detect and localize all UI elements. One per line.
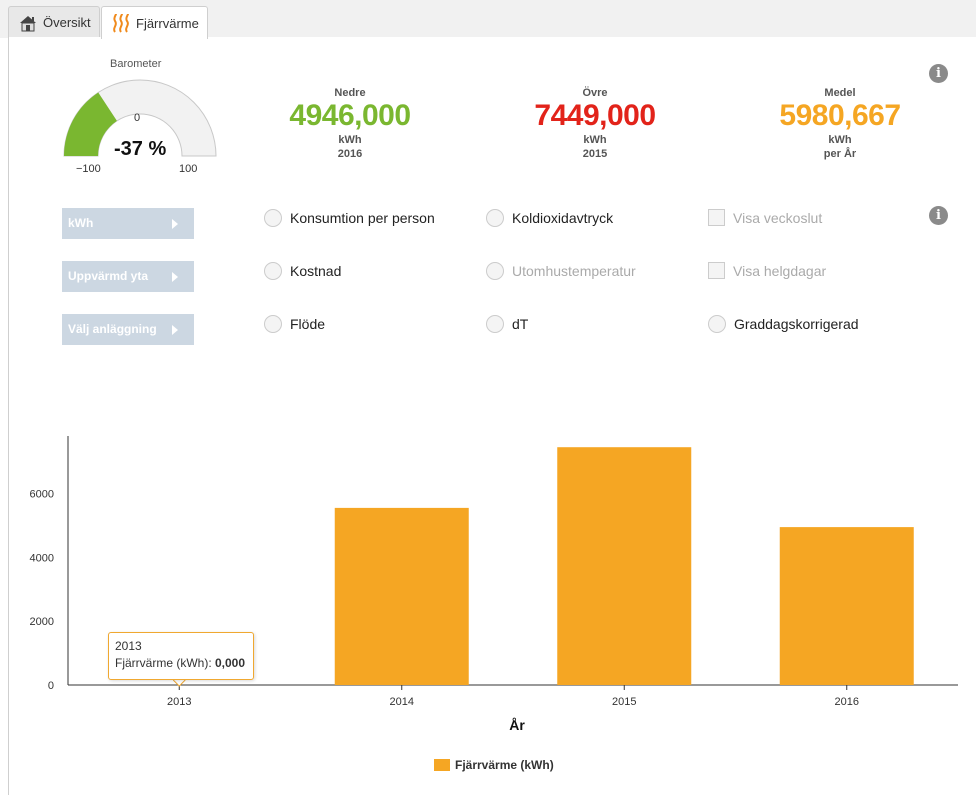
x-tick-label: 2013 — [167, 696, 191, 708]
y-tick-label: 6000 — [30, 488, 54, 500]
tooltip-value: 0,000 — [215, 656, 246, 670]
y-tick-label: 4000 — [30, 552, 54, 564]
option-label: Konsumtion per person — [290, 210, 435, 226]
arrow-right-icon — [172, 325, 178, 335]
gauge-zero-label: 0 — [134, 112, 141, 124]
option-label: Kostnad — [290, 263, 342, 279]
energy-bar-chart: 0 2000 4000 6000 2013 2014 2015 2016 År — [30, 436, 958, 733]
tooltip-pointer — [172, 679, 186, 687]
tab-label: Fjärrvärme — [136, 15, 199, 31]
option-label: Graddagskorrigerad — [734, 316, 859, 332]
gauge-fill — [64, 92, 117, 156]
bar[interactable] — [779, 527, 914, 685]
flow-radio[interactable]: Flöde — [264, 315, 325, 333]
radio-circle — [486, 315, 504, 333]
barometer-title: Barometer — [110, 58, 162, 70]
stat-mean: Medel 5980,667 kWh per År — [740, 87, 940, 161]
option-label: Koldioxidavtryck — [512, 210, 614, 226]
gauge-min-label: −100 — [76, 163, 101, 175]
arrow-right-icon — [172, 272, 178, 282]
x-tick-label: 2015 — [612, 696, 636, 708]
tab-label: Översikt — [43, 15, 91, 30]
barometer-gauge — [63, 79, 217, 157]
chart-legend[interactable]: Fjärrvärme (kWh) — [434, 758, 554, 772]
info-icon[interactable]: i — [929, 64, 948, 83]
tab-oversikt[interactable]: Översikt — [8, 6, 100, 38]
info-icon[interactable]: i — [929, 206, 948, 225]
cost-radio[interactable]: Kostnad — [264, 262, 341, 280]
tab-fjarrvarme[interactable]: Fjärrvärme — [101, 6, 208, 39]
heated-area-button[interactable]: Uppvärmd yta — [62, 261, 194, 292]
degree-day-radio[interactable]: Graddagskorrigerad — [708, 315, 859, 333]
house-icon — [17, 12, 39, 34]
consumption-per-person-radio[interactable]: Konsumtion per person — [264, 209, 435, 227]
radio-circle — [486, 209, 504, 227]
gauge-max-label: 100 — [179, 163, 198, 175]
co2-radio[interactable]: Koldioxidavtryck — [486, 209, 613, 227]
unit-kwh-button[interactable]: kWh — [62, 208, 194, 239]
radio-circle — [264, 209, 282, 227]
x-axis-title: År — [509, 717, 525, 733]
radio-circle — [708, 315, 726, 333]
button-label: kWh — [68, 216, 94, 230]
chart-tooltip: 2013 Fjärrvärme (kWh): 0,000 — [108, 632, 254, 680]
stat-value: 7449,000 — [534, 99, 656, 132]
dt-radio[interactable]: dT — [486, 315, 528, 333]
tooltip-body: Fjärrvärme (kWh): 0,000 — [115, 655, 247, 672]
heat-waves-icon — [110, 12, 132, 34]
bar[interactable] — [557, 447, 692, 685]
radio-circle — [264, 315, 282, 333]
option-label: dT — [512, 316, 529, 332]
stat-label: Medel — [824, 87, 856, 99]
button-label: Välj anläggning — [68, 322, 157, 336]
radio-circle — [486, 262, 504, 280]
bar[interactable] — [334, 507, 469, 685]
stat-label: Nedre — [334, 87, 366, 99]
stat-unit: kWh — [828, 134, 852, 146]
x-tick-label: 2016 — [835, 696, 859, 708]
option-label: Visa veckoslut — [733, 209, 823, 226]
stat-label: Övre — [582, 87, 608, 99]
x-tick-label: 2014 — [390, 696, 414, 708]
option-label: Visa helgdagar — [733, 262, 827, 279]
button-label: Uppvärmd yta — [68, 269, 149, 283]
stat-value: 4946,000 — [289, 99, 411, 132]
tooltip-series: Fjärrvärme (kWh): — [115, 656, 215, 670]
arrow-right-icon — [172, 219, 178, 229]
legend-label: Fjärrvärme (kWh) — [455, 758, 554, 772]
stat-sub: 2015 — [582, 148, 608, 160]
show-holidays-checkbox[interactable]: Visa helgdagar — [708, 262, 826, 279]
checkbox-box — [708, 262, 725, 279]
stat-upper: Övre 7449,000 kWh 2015 — [495, 87, 695, 161]
stat-unit: kWh — [338, 134, 362, 146]
gauge-value: -37 % — [114, 138, 167, 160]
tooltip-title: 2013 — [115, 639, 142, 653]
tab-bar: Översikt Fjärrvärme — [0, 0, 976, 39]
radio-circle — [264, 262, 282, 280]
show-weekend-checkbox[interactable]: Visa veckoslut — [708, 209, 822, 226]
stat-sub: per År — [823, 148, 857, 160]
option-label: Utomhustemperatur — [512, 263, 636, 279]
y-tick-label: 2000 — [30, 616, 54, 628]
outdoor-temp-radio[interactable]: Utomhustemperatur — [486, 262, 636, 280]
checkbox-box — [708, 209, 725, 226]
stat-lower: Nedre 4946,000 kWh 2016 — [250, 87, 450, 161]
stat-sub: 2016 — [337, 148, 363, 160]
legend-swatch — [434, 759, 450, 771]
stat-unit: kWh — [583, 134, 607, 146]
select-facility-button[interactable]: Välj anläggning — [62, 314, 194, 345]
y-tick-label: 0 — [48, 680, 54, 692]
stat-value: 5980,667 — [779, 99, 901, 132]
option-label: Flöde — [290, 316, 326, 332]
